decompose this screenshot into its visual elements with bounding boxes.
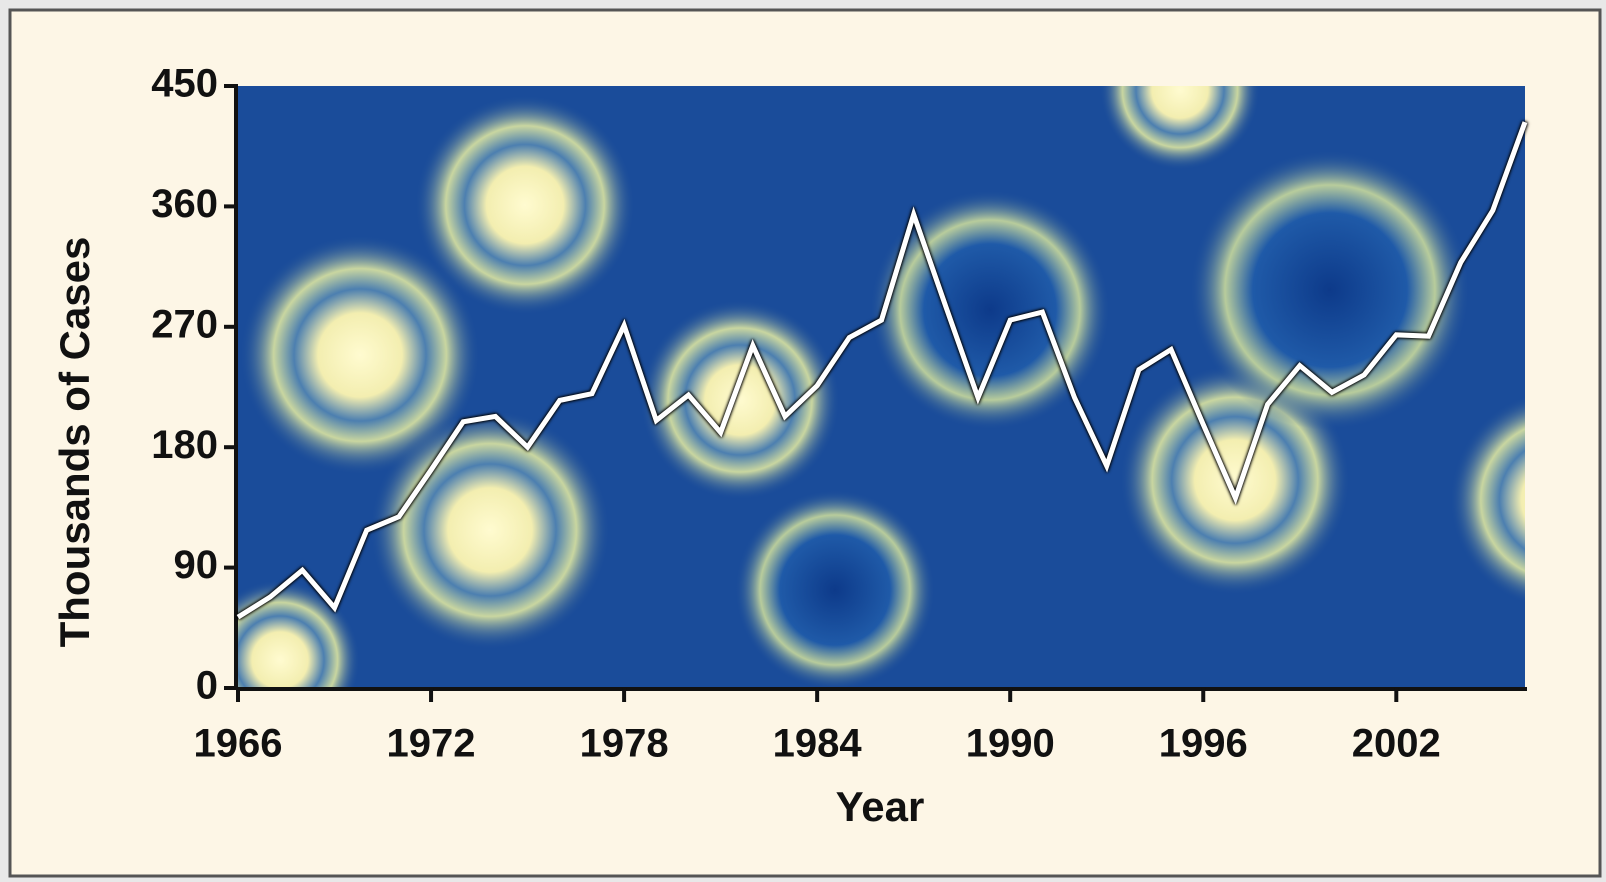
- x-tick-label: 1990: [966, 722, 1055, 766]
- chart: Year Thousands of Cases 0 90 180 270 360 450 1…: [0, 0, 1606, 882]
- y-tick-label: 450: [151, 62, 218, 106]
- x-tick-label: 1984: [773, 722, 863, 766]
- y-tick-label: 0: [196, 664, 218, 708]
- x-tick-label: 1972: [387, 722, 476, 766]
- x-tick-label: 2002: [1352, 722, 1441, 766]
- y-tick-label: 180: [151, 423, 218, 467]
- x-tick-label: 1966: [194, 722, 283, 766]
- page: {"chart_data": {"type": "line", "x_label…: [0, 0, 1606, 882]
- y-axis-title: Thousands of Cases: [51, 237, 98, 648]
- y-tick-label: 270: [151, 302, 218, 346]
- plot-background: [200, 10, 1606, 740]
- x-axis-title: Year: [836, 783, 925, 830]
- y-tick-label: 90: [174, 543, 219, 587]
- y-tick-label: 360: [151, 182, 218, 226]
- x-tick-label: 1978: [580, 722, 669, 766]
- x-tick-label: 1996: [1159, 722, 1248, 766]
